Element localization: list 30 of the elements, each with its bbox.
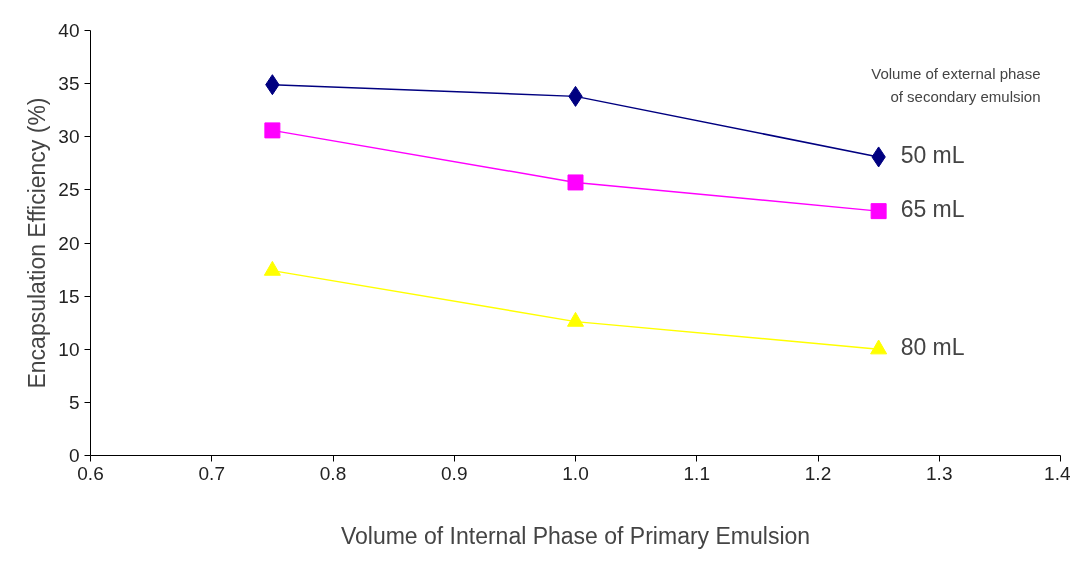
y-axis-title: Encapsulation Efficiency (%)	[24, 97, 51, 389]
point	[264, 122, 281, 139]
x-tick-label: 1.2	[804, 462, 832, 484]
x-tick-label: 0.6	[77, 462, 104, 484]
point	[263, 260, 281, 276]
point	[567, 174, 584, 191]
series-label: 80 mL	[900, 334, 965, 361]
y-tick-label: 15	[58, 285, 80, 307]
point	[870, 339, 888, 355]
y-tick-label: 0	[68, 445, 80, 466]
x-tick-label: 1.3	[926, 462, 953, 484]
x-tick-label: 0.9	[441, 462, 468, 484]
point	[870, 203, 887, 220]
y-tick-label: 30	[58, 126, 80, 148]
legend-title: Volume of external phase of secondary emulsion	[871, 64, 1041, 106]
series-label: 50 mL	[900, 141, 965, 168]
y-tick-label: 5	[68, 391, 80, 413]
y-tick-label: 35	[58, 73, 80, 95]
x-tick-label: 1.1	[683, 462, 710, 484]
y-tick-label: 40	[58, 20, 80, 41]
x-axis-title: Volume of Internal Phase of Primary Emulsion	[340, 522, 811, 549]
y-tick-label: 25	[58, 179, 80, 201]
point	[567, 311, 584, 327]
y-tick-label: 20	[58, 232, 80, 254]
x-tick-label: 1.0	[562, 462, 589, 484]
x-tick-label: 1.4	[1044, 462, 1071, 484]
y-tick-label: 10	[58, 338, 80, 360]
series-label: 65 mL	[900, 196, 965, 223]
x-tick-label: 0.7	[198, 462, 225, 484]
x-tick-label: 0.8	[319, 462, 347, 484]
